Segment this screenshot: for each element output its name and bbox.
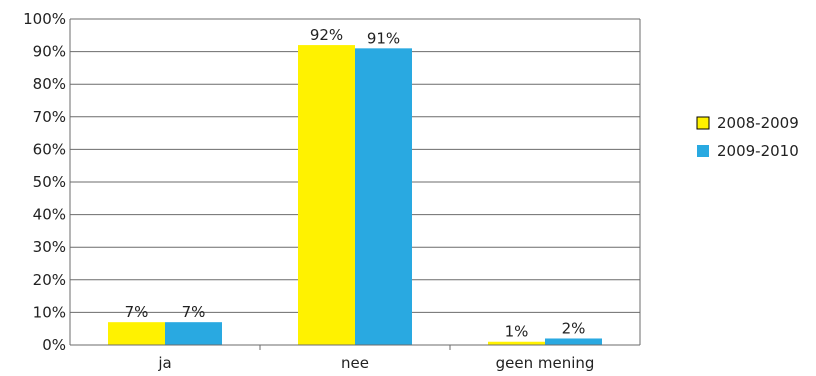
data-label: 7% xyxy=(125,303,149,321)
data-label: 92% xyxy=(310,26,343,44)
bar-2008-2009-geen mening xyxy=(488,341,545,345)
data-label: 7% xyxy=(182,303,206,321)
y-tick-label: 100% xyxy=(23,10,66,28)
y-axis-labels: 0% 10% 20% 30% 40% 50% 60% 70% 80% 90% 100% xyxy=(23,10,66,354)
legend-swatch xyxy=(696,116,710,130)
y-tick-label: 0% xyxy=(42,336,66,354)
x-tick-label: geen mening xyxy=(496,354,595,372)
y-tick-label: 90% xyxy=(33,43,66,61)
bar-2008-2009-nee xyxy=(298,45,355,346)
legend-label: 2008-2009 xyxy=(717,114,799,132)
y-tick-label: 30% xyxy=(33,238,66,256)
y-tick-label: 50% xyxy=(33,173,66,191)
bar-2009-2010-geen mening xyxy=(545,338,602,345)
y-tick-label: 20% xyxy=(33,271,66,289)
data-label: 2% xyxy=(562,319,586,337)
x-tick-label: nee xyxy=(341,354,369,372)
y-tick-label: 80% xyxy=(33,75,66,93)
x-tick-label: ja xyxy=(157,354,171,372)
bar-2008-2009-ja xyxy=(108,322,165,345)
bars xyxy=(108,45,602,346)
data-label: 91% xyxy=(367,29,400,47)
data-labels: 7% 7% 92% 91% 1% 2% xyxy=(125,26,586,341)
bar-2009-2010-ja xyxy=(165,322,222,345)
x-axis: ja nee geen mening xyxy=(69,19,641,372)
bar-2009-2010-nee xyxy=(355,48,412,346)
legend-label: 2009-2010 xyxy=(717,142,799,160)
data-label: 1% xyxy=(505,323,529,341)
y-tick-label: 40% xyxy=(33,206,66,224)
y-tick-label: 60% xyxy=(33,140,66,158)
legend-swatch xyxy=(697,145,709,157)
legend: 2008-2009 2009-2010 xyxy=(696,114,799,160)
y-tick-label: 10% xyxy=(33,303,66,321)
y-tick-label: 70% xyxy=(33,108,66,126)
